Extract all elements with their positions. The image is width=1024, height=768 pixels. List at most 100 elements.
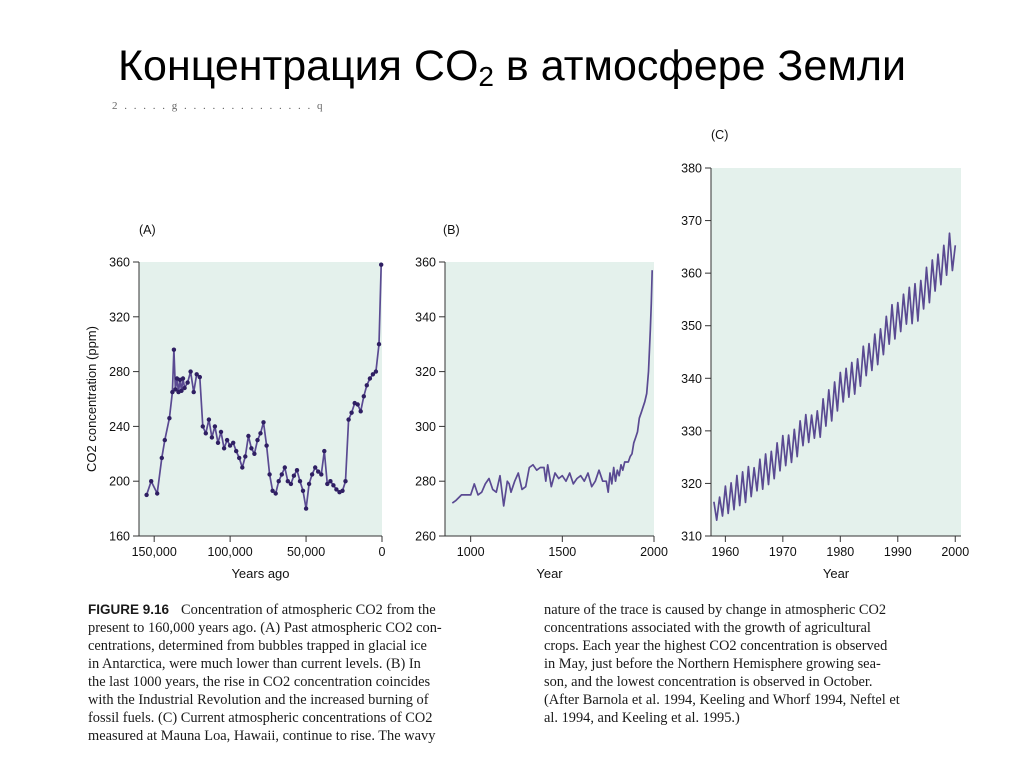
data-point (246, 433, 251, 439)
title-text-suffix: в атмосфере Земли (493, 42, 906, 90)
data-point (206, 417, 212, 422)
x-tick-label: 2000 (941, 545, 969, 559)
data-point (179, 388, 184, 393)
plot-area (445, 262, 654, 536)
x-tick-label: 1990 (884, 545, 912, 559)
y-tick-label: 330 (681, 424, 702, 438)
data-point (227, 443, 233, 448)
series-line (713, 232, 957, 522)
y-tick-label: 360 (415, 256, 436, 270)
data-point (197, 374, 202, 380)
caption-right: nature of the trace is caused by change … (544, 601, 900, 727)
data-point (149, 479, 154, 484)
data-point (224, 437, 230, 443)
data-point (182, 385, 187, 391)
y-tick-label: 260 (415, 530, 436, 544)
caption-line: fossil fuels. (C) Current atmospheric co… (88, 710, 433, 726)
caption-line: crops. Each year the highest CO2 concent… (544, 638, 888, 654)
caption-line: in May, just before the Northern Hemisph… (544, 656, 881, 672)
data-point (243, 454, 248, 459)
x-tick-label: 50,000 (287, 545, 325, 559)
data-point (191, 389, 196, 395)
y-tick-label: 320 (681, 477, 702, 491)
caption-left: FIGURE 9.16 Concentration of atmospheric … (88, 601, 442, 745)
panel-label: (B) (443, 223, 460, 237)
data-point (170, 389, 175, 395)
data-point (373, 369, 379, 374)
x-tick-label: 1000 (457, 545, 485, 559)
data-point (297, 479, 303, 484)
panel-label: (C) (711, 128, 728, 142)
y-tick-label: 310 (681, 530, 702, 544)
data-point (270, 488, 275, 493)
y-tick-label: 320 (415, 365, 436, 379)
title-text: Концентрация CO (117, 42, 479, 90)
panel-label: (A) (139, 223, 156, 237)
data-point (291, 473, 297, 478)
y-tick-label: 300 (415, 420, 436, 434)
chart-panel-2: 310 320 330 340 350 360 370 380 1960 1970 1980 1990… (681, 128, 969, 581)
data-point (212, 424, 218, 429)
x-tick-label: 1980 (826, 545, 854, 559)
caption-line: (After Barnola et al. 1994, Keeling and … (544, 692, 900, 708)
caption-line: al. 1994, and Keeling et al. 1995.) (544, 710, 740, 726)
data-point (370, 372, 376, 377)
y-tick-label: 340 (415, 310, 436, 324)
data-point (367, 376, 373, 381)
series-line (451, 270, 654, 507)
y-axis-title: CO2 concentration (ppm) (84, 326, 99, 472)
data-point (325, 481, 330, 487)
data-point (159, 455, 164, 461)
data-point (240, 465, 245, 470)
x-tick-label: 0 (379, 545, 386, 559)
cropped-text-fragment: 2 . . . . . g . . . . . . . . . . . . . … (112, 100, 325, 112)
data-point (258, 431, 263, 436)
data-point (319, 472, 324, 477)
chart-panel-1: 260 280 300 320 340 360 1000 1500 2000 (B) Year (415, 223, 668, 581)
data-point (203, 431, 208, 436)
data-point (215, 440, 221, 445)
data-point (171, 347, 177, 352)
data-point (234, 448, 239, 454)
x-tick-label: 100,000 (208, 545, 253, 559)
y-tick-label: 370 (681, 214, 702, 228)
data-point (209, 435, 215, 440)
data-point (252, 451, 257, 456)
x-tick-label: 150,000 (132, 545, 177, 559)
data-point (276, 479, 281, 484)
caption-line: centrations, determined from bubbles tra… (88, 638, 427, 654)
y-tick-label: 280 (109, 365, 130, 379)
data-point (309, 472, 315, 477)
data-point (300, 488, 306, 493)
data-point (144, 492, 149, 498)
y-tick-label: 360 (681, 267, 702, 281)
caption-line: the last 1000 years, the rise in CO2 con… (88, 674, 431, 690)
data-point (167, 416, 172, 421)
data-point (180, 376, 186, 381)
data-point (361, 394, 366, 399)
data-point (285, 479, 290, 484)
caption-line: measured at Mauna Loa, Hawaii, continue … (88, 728, 436, 744)
y-tick-label: 320 (109, 310, 130, 324)
y-tick-label: 340 (681, 372, 702, 386)
data-point (358, 409, 363, 414)
data-point (173, 387, 178, 392)
data-point (355, 402, 360, 407)
data-point (261, 420, 266, 425)
data-point (376, 342, 382, 347)
title-subscript: 2 (478, 61, 494, 92)
data-point (334, 487, 339, 492)
x-tick-label: 2000 (640, 545, 668, 559)
x-tick-label: 1500 (548, 545, 576, 559)
data-point (267, 472, 272, 477)
data-point (343, 479, 348, 484)
data-point (221, 446, 227, 451)
y-tick-label: 380 (681, 162, 702, 176)
data-point (306, 481, 312, 487)
data-point (185, 380, 190, 385)
data-point (313, 465, 318, 470)
y-tick-label: 350 (681, 319, 702, 333)
data-point (288, 481, 294, 487)
data-point (273, 491, 278, 496)
x-tick-label: 1970 (769, 545, 797, 559)
